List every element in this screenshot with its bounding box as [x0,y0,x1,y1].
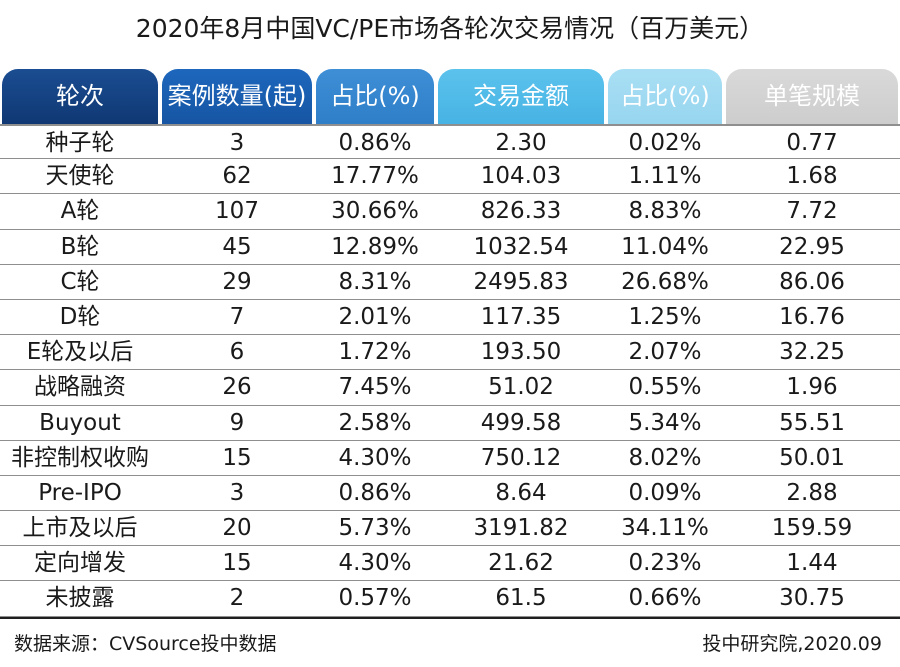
column-header-deal-count: 案例数量(起) [162,69,312,124]
count-share-cell: 17.77% [314,159,436,195]
deal-amount-cell: 3191.82 [436,511,606,547]
amount-share-cell: 0.09% [606,476,724,512]
count-share-cell: 5.73% [314,511,436,547]
page-title: 2020年8月中国VC/PE市场各轮次交易情况（百万美元） [135,14,765,43]
column-header-count-share: 占比(%) [316,69,434,124]
round-cell: B轮 [0,230,160,265]
count-share-cell: 0.86% [314,476,436,512]
avg-size-cell: 50.01 [724,441,900,476]
avg-size-cell: 16.76 [724,300,900,336]
deal-amount-cell: 750.12 [436,441,606,476]
deal-amount-cell: 51.02 [436,370,606,406]
round-cell: 非控制权收购 [0,441,160,476]
deal-amount-cell: 8.64 [436,476,606,512]
count-share-cell: 4.30% [314,441,436,476]
avg-size-cell: 7.72 [724,194,900,230]
round-cell: Pre-IPO [0,476,160,512]
avg-size-cell: 22.95 [724,230,900,265]
amount-share-cell: 11.04% [606,230,724,265]
count-share-cell: 0.86% [314,124,436,160]
round-cell: 定向增发 [0,546,160,582]
deal-amount-cell: 21.62 [436,546,606,582]
column-header-deal-amount: 交易金额 [438,69,604,124]
count-share-cell: 7.45% [314,370,436,406]
column-header-round: 轮次 [2,69,158,124]
deal-amount-cell: 117.35 [436,300,606,336]
round-cell: D轮 [0,300,160,336]
amount-share-cell: 0.23% [606,546,724,582]
deal-count-cell: 15 [160,441,314,476]
deal-count-cell: 29 [160,265,314,300]
avg-size-cell: 55.51 [724,406,900,441]
avg-size-cell: 159.59 [724,511,900,547]
avg-size-cell: 0.77 [724,124,900,160]
avg-size-cell: 1.96 [724,370,900,406]
count-share-cell: 30.66% [314,194,436,230]
deal-count-cell: 9 [160,406,314,441]
deal-amount-cell: 61.5 [436,581,606,617]
count-share-cell: 8.31% [314,265,436,300]
data-table: 轮次 案例数量(起) 占比(%) 交易金额 占比(%) 单笔规模 种子轮 3 0.8… [0,69,900,617]
round-cell: E轮及以后 [0,335,160,371]
deal-count-cell: 6 [160,335,314,371]
round-cell: 战略融资 [0,370,160,406]
count-share-cell: 12.89% [314,230,436,265]
deal-amount-cell: 193.50 [436,335,606,371]
deal-count-cell: 45 [160,230,314,265]
round-cell: 未披露 [0,581,160,617]
round-cell: C轮 [0,265,160,300]
deal-count-cell: 3 [160,124,314,160]
amount-share-cell: 1.11% [606,159,724,195]
footer: 数据来源：CVSource投中数据 投中研究院,2020.09 [0,617,900,661]
amount-share-cell: 5.34% [606,406,724,441]
count-share-cell: 4.30% [314,546,436,582]
deal-amount-cell: 499.58 [436,406,606,441]
deal-count-cell: 7 [160,300,314,336]
deal-count-cell: 15 [160,546,314,582]
publisher-credit: 投中研究院,2020.09 [702,633,882,655]
amount-share-cell: 1.25% [606,300,724,336]
round-cell: 上市及以后 [0,511,160,547]
deal-amount-cell: 104.03 [436,159,606,195]
deal-count-cell: 20 [160,511,314,547]
deal-count-cell: 2 [160,581,314,617]
avg-size-cell: 32.25 [724,335,900,371]
deal-count-cell: 3 [160,476,314,512]
column-header-avg-size: 单笔规模 [726,69,898,124]
column-header-amount-share: 占比(%) [608,69,722,124]
amount-share-cell: 0.02% [606,124,724,160]
amount-share-cell: 34.11% [606,511,724,547]
round-cell: Buyout [0,406,160,441]
amount-share-cell: 0.66% [606,581,724,617]
avg-size-cell: 2.88 [724,476,900,512]
deal-amount-cell: 826.33 [436,194,606,230]
amount-share-cell: 8.83% [606,194,724,230]
round-cell: 天使轮 [0,159,160,195]
avg-size-cell: 1.44 [724,546,900,582]
avg-size-cell: 30.75 [724,581,900,617]
data-source-note: 数据来源：CVSource投中数据 [14,633,277,655]
count-share-cell: 2.01% [314,300,436,336]
deal-amount-cell: 1032.54 [436,230,606,265]
count-share-cell: 0.57% [314,581,436,617]
round-cell: A轮 [0,194,160,230]
avg-size-cell: 1.68 [724,159,900,195]
amount-share-cell: 26.68% [606,265,724,300]
amount-share-cell: 0.55% [606,370,724,406]
count-share-cell: 1.72% [314,335,436,371]
deal-amount-cell: 2.30 [436,124,606,160]
amount-share-cell: 8.02% [606,441,724,476]
count-share-cell: 2.58% [314,406,436,441]
deal-count-cell: 62 [160,159,314,195]
deal-amount-cell: 2495.83 [436,265,606,300]
amount-share-cell: 2.07% [606,335,724,371]
round-cell: 种子轮 [0,124,160,160]
deal-count-cell: 107 [160,194,314,230]
avg-size-cell: 86.06 [724,265,900,300]
deal-count-cell: 26 [160,370,314,406]
